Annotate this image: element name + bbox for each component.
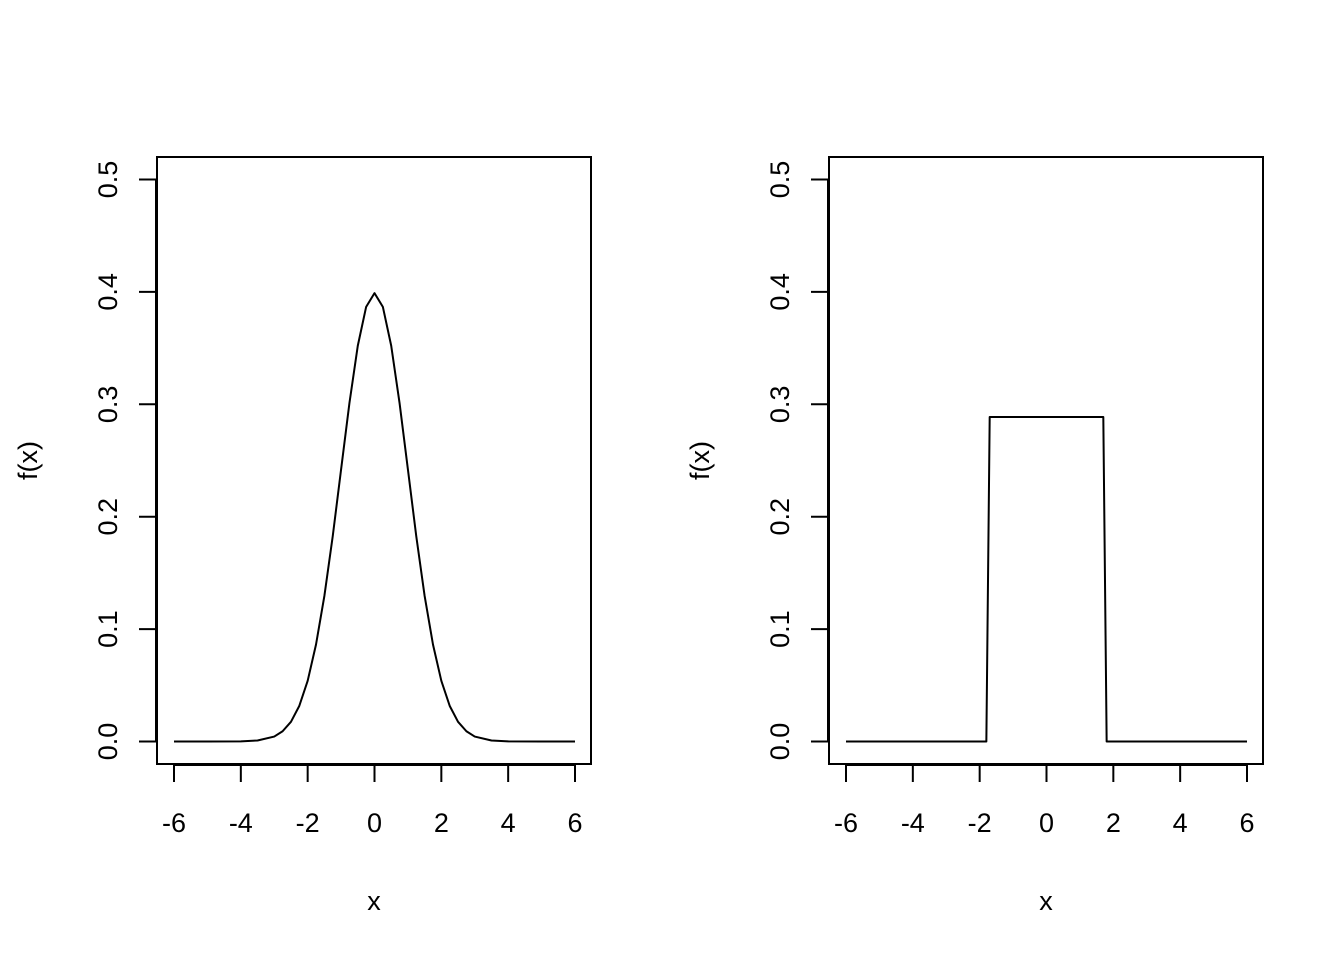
y-tick-label: 0.4 bbox=[93, 273, 123, 311]
y-axis: 0.0 0.1 0.2 0.3 0.4 0.5 bbox=[93, 161, 157, 761]
x-tick-label: 6 bbox=[567, 808, 582, 838]
x-tick-label: 4 bbox=[1173, 808, 1188, 838]
x-tick-label: -6 bbox=[162, 808, 186, 838]
x-tick-label: 2 bbox=[434, 808, 449, 838]
x-tick-label: 6 bbox=[1239, 808, 1254, 838]
y-axis-label: f(x) bbox=[685, 441, 715, 480]
y-axis-label: f(x) bbox=[13, 441, 43, 480]
y-tick-label: 0.4 bbox=[765, 273, 795, 311]
plot-frame bbox=[156, 156, 592, 765]
chart-panel-1: -6 -4 -2 0 2 4 6 0.0 0.1 0.2 0.3 0.4 0.5 x f(x) bbox=[13, 156, 592, 916]
y-tick-label: 0.5 bbox=[765, 161, 795, 199]
y-tick-label: 0.0 bbox=[93, 723, 123, 761]
x-tick-label: -2 bbox=[296, 808, 320, 838]
x-tick-label: 0 bbox=[367, 808, 382, 838]
x-axis-label: x bbox=[367, 886, 381, 916]
x-tick-label: -4 bbox=[229, 808, 253, 838]
x-axis: -6 -4 -2 0 2 4 6 bbox=[162, 764, 583, 838]
x-tick-label: -4 bbox=[901, 808, 925, 838]
series-line-1 bbox=[846, 416, 1247, 743]
x-tick-label: -6 bbox=[834, 808, 858, 838]
y-tick-label: 0.2 bbox=[765, 498, 795, 536]
y-tick-label: 0.0 bbox=[765, 723, 795, 761]
y-tick-label: 0.3 bbox=[765, 386, 795, 424]
plot-frame bbox=[828, 156, 1264, 765]
y-tick-label: 0.1 bbox=[93, 610, 123, 648]
chart-panel-2: -6 -4 -2 0 2 4 6 0.0 0.1 0.2 0.3 0.4 0.5 x f(x) bbox=[685, 156, 1264, 916]
y-tick-label: 0.2 bbox=[93, 498, 123, 536]
y-tick-label: 0.1 bbox=[765, 610, 795, 648]
x-tick-label: -2 bbox=[968, 808, 992, 838]
series-line-1 bbox=[174, 292, 575, 743]
y-tick-label: 0.3 bbox=[93, 386, 123, 424]
x-tick-label: 4 bbox=[501, 808, 516, 838]
x-axis-label: x bbox=[1039, 886, 1053, 916]
x-axis: -6 -4 -2 0 2 4 6 bbox=[834, 764, 1255, 838]
x-tick-label: 0 bbox=[1039, 808, 1054, 838]
y-tick-label: 0.5 bbox=[93, 161, 123, 199]
x-tick-label: 2 bbox=[1106, 808, 1121, 838]
y-axis: 0.0 0.1 0.2 0.3 0.4 0.5 bbox=[765, 161, 829, 761]
